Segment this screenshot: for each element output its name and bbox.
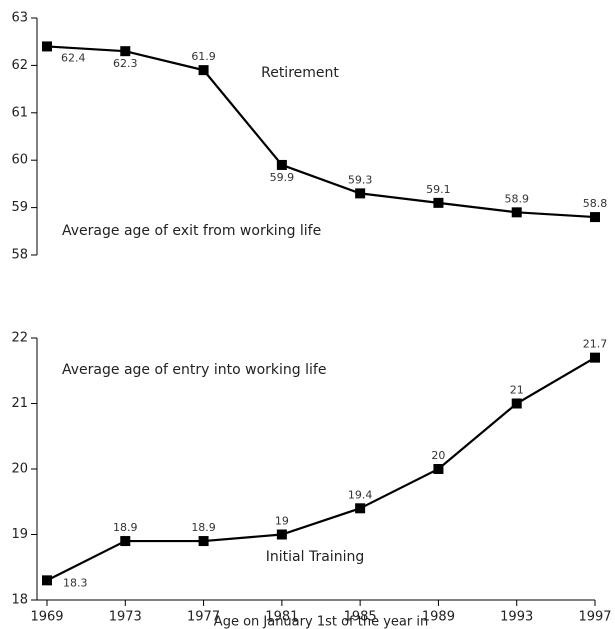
y-tick-label: 60 [11,153,28,168]
y-tick-label: 22 [11,331,28,346]
value-label: 58.9 [504,192,529,205]
point [590,212,600,223]
point [120,536,131,547]
value-label: 19 [275,515,289,528]
x-tick-label: 1969 [30,610,63,625]
x-tick-label: 1977 [187,610,220,625]
point [120,46,131,57]
point [355,503,366,514]
value-label: 21 [510,384,524,397]
point [433,464,444,474]
annotation: Initial Training [266,549,364,565]
x-tick-label: 1973 [109,610,142,625]
y-tick-label: 58 [11,248,28,263]
annotation: Retirement [261,65,339,81]
value-label: 20 [431,449,445,462]
y-tick-label: 19 [11,527,28,542]
x-tick-label: 1993 [500,610,533,625]
point [511,207,522,218]
line [46,356,596,582]
point [198,65,209,76]
y-tick-label: 63 [11,11,28,26]
x-tick-label: 1989 [422,610,455,625]
point [198,536,209,547]
y-tick-label: 62 [11,58,28,73]
point [276,529,287,540]
point [276,159,287,170]
y-tick-label: 20 [11,462,28,477]
y-tick-label: 59 [11,200,28,215]
value-label: 58.8 [583,197,608,210]
annotation: Average age of exit from working life [62,223,321,239]
value-label: 21.7 [583,338,608,351]
x-axis-label: Age on January 1st of the year in [214,615,428,629]
value-label: 19.4 [348,488,373,501]
point [590,352,600,363]
point [433,197,444,208]
value-label: 18.3 [63,576,88,589]
value-label: 59.9 [270,171,295,184]
value-label: 18.9 [113,521,138,534]
value-label: 62.3 [113,57,138,70]
point [355,188,366,199]
x-tick-label: 1997 [578,610,611,625]
x-tick-label: 1981 [265,610,298,625]
point [511,398,522,409]
x-tick-label: 1985 [344,610,377,625]
value-label: 62.4 [61,51,86,64]
point [42,575,52,586]
annotation: Average age of entry into working life [62,362,326,378]
value-label: 59.1 [426,183,451,196]
line [46,45,596,219]
y-tick-label: 21 [11,396,28,411]
value-label: 18.9 [191,521,216,534]
y-tick-label: 61 [11,105,28,120]
y-tick-label: 18 [11,593,28,608]
point [42,41,52,52]
value-label: 59.3 [348,173,373,186]
value-label: 61.9 [191,50,216,63]
